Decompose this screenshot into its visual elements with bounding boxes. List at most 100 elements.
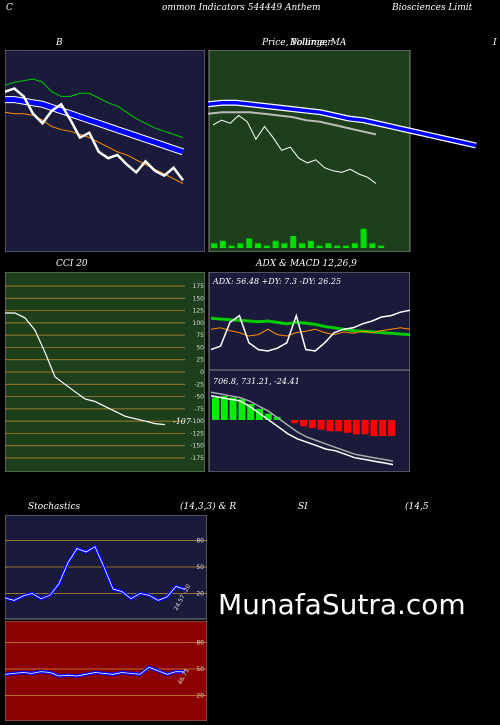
price-edge-label: I bbox=[493, 38, 497, 48]
price-close-line bbox=[212, 114, 377, 184]
macd-histogram-bar bbox=[388, 420, 395, 436]
cci-tick-label: -125 bbox=[190, 430, 204, 437]
stoch-signal-line bbox=[5, 546, 186, 601]
cci-tick-label: -75 bbox=[194, 406, 204, 413]
cci-tick-label: -25 bbox=[194, 381, 204, 388]
price-label: Price, Volume, MA bbox=[262, 38, 347, 48]
rsi-tick-label: 20 bbox=[196, 692, 204, 699]
adx-line bbox=[210, 316, 410, 337]
macd-histogram-bar bbox=[335, 420, 343, 432]
macd-histogram-bar bbox=[229, 397, 237, 420]
cci-tick-label: 0 bbox=[200, 369, 204, 376]
macd-histogram-bar bbox=[238, 399, 246, 420]
macd-histogram-bar bbox=[300, 420, 307, 427]
cci-value-label: -107 bbox=[173, 417, 192, 426]
macd-histogram-bar bbox=[220, 396, 228, 420]
volume-bar bbox=[299, 243, 305, 248]
rsi-label: SI bbox=[298, 502, 308, 512]
macd-histogram-bar bbox=[344, 420, 351, 433]
bollinger-label: B bbox=[56, 38, 63, 48]
price-chart bbox=[208, 50, 477, 252]
volume-bar bbox=[219, 240, 226, 248]
volume-bar bbox=[237, 243, 244, 248]
price-label-overlap: Bollinger bbox=[290, 38, 332, 48]
price-ma-line bbox=[208, 101, 477, 148]
price-ma-secondary bbox=[208, 111, 377, 136]
volume-bar bbox=[334, 245, 341, 248]
rsi-panel: 80 50 20 46.71 bbox=[5, 621, 207, 721]
cci-tick-label: 175 bbox=[193, 283, 205, 290]
macd-line bbox=[210, 395, 394, 466]
macd-readout: 706.8, 731.21, -24.41 bbox=[213, 377, 300, 386]
header-right: Biosciences Limit bbox=[392, 3, 473, 13]
bollinger-middle-band bbox=[5, 97, 184, 155]
volume-bar bbox=[290, 236, 297, 248]
volume-bar bbox=[343, 245, 349, 248]
volume-bar bbox=[211, 243, 217, 248]
volume-bar bbox=[281, 243, 288, 248]
rsi-tick-label: 50 bbox=[196, 666, 204, 673]
rsi-params: (14,5 bbox=[405, 502, 429, 512]
stoch-tick-label: 80 bbox=[196, 538, 204, 545]
macd-histogram-bar bbox=[308, 420, 316, 428]
volume-bar bbox=[351, 243, 358, 248]
price-panel bbox=[208, 50, 500, 252]
minus-di-line bbox=[210, 309, 410, 352]
macd-histogram-bar bbox=[379, 420, 387, 436]
cci-tick-label: 125 bbox=[193, 308, 205, 315]
stoch-panel: 80 50 20 24.57 -20 bbox=[5, 515, 207, 620]
cci-tick-label: 50 bbox=[196, 344, 204, 351]
cci-tick-label: -50 bbox=[194, 394, 204, 401]
rsi-tick-label: 80 bbox=[196, 640, 204, 647]
macd-histogram-bar bbox=[256, 408, 263, 420]
adx-chart: ADX: 56.48 +DY: 7.3 -DY: 26.25 706.8, 73… bbox=[208, 272, 410, 472]
volume-bar bbox=[228, 245, 235, 248]
bollinger-chart bbox=[5, 50, 205, 252]
volume-bar bbox=[272, 240, 279, 248]
cci-label: CCI 20 bbox=[56, 259, 88, 269]
stoch-label: Stochastics bbox=[28, 502, 81, 512]
stoch-params: (14,3,3) & R bbox=[180, 502, 237, 512]
macd-histogram-bar bbox=[361, 420, 369, 435]
cci-tick-label: 25 bbox=[196, 357, 204, 364]
macd-histogram-bar bbox=[212, 397, 219, 420]
cci-panel: 175 150 125 100 75 50 25 0 -25 -50 -75 -100 -125 -150… bbox=[5, 272, 205, 472]
adx-panel: ADX: 56.48 +DY: 7.3 -DY: 26.25 706.8, 73… bbox=[208, 272, 410, 472]
volume-bar bbox=[307, 240, 314, 248]
volume-bar bbox=[369, 243, 376, 248]
adx-label: ADX & MACD 12,26,9 bbox=[256, 259, 357, 269]
volume-bar bbox=[378, 245, 385, 248]
bollinger-upper-band bbox=[5, 78, 184, 139]
volume-bar bbox=[255, 243, 261, 248]
cci-line bbox=[5, 312, 166, 426]
macd-histogram-bar bbox=[370, 420, 378, 436]
volume-bar bbox=[316, 245, 323, 248]
page-title: ommon Indicators 544449 Anthem bbox=[162, 3, 321, 13]
macd-histogram-bar bbox=[247, 404, 255, 420]
macd-histogram-bar bbox=[317, 420, 325, 430]
cci-chart: 175 150 125 100 75 50 25 0 -25 -50 -75 -100 -125 -150… bbox=[5, 272, 205, 472]
macd-signal-line bbox=[210, 391, 394, 462]
volume-bar bbox=[246, 238, 253, 248]
cci-tick-label: -175 bbox=[190, 455, 204, 462]
plus-di-line bbox=[210, 327, 410, 337]
cci-tick-label: 75 bbox=[196, 332, 204, 339]
adx-readout: ADX: 56.48 +DY: 7.3 -DY: 26.25 bbox=[212, 277, 341, 286]
macd-histogram-bar bbox=[291, 420, 299, 424]
cci-tick-label: -150 bbox=[190, 443, 204, 450]
macd-histogram-bar bbox=[326, 420, 334, 432]
watermark: MunafaSutra.com bbox=[218, 588, 466, 621]
volume-bar bbox=[325, 243, 332, 248]
macd-histogram-bar bbox=[352, 420, 360, 435]
bollinger-panel bbox=[5, 50, 205, 252]
cci-tick-label: -100 bbox=[190, 418, 204, 425]
volume-bar bbox=[263, 245, 270, 248]
rsi-signal-line bbox=[5, 666, 186, 677]
stoch-tick-label: 50 bbox=[196, 564, 204, 571]
macd-histogram-bar bbox=[273, 416, 281, 420]
macd-histogram-bar bbox=[264, 413, 272, 420]
volume-bar bbox=[360, 228, 367, 248]
stoch-tick-label: 20 bbox=[196, 590, 204, 597]
